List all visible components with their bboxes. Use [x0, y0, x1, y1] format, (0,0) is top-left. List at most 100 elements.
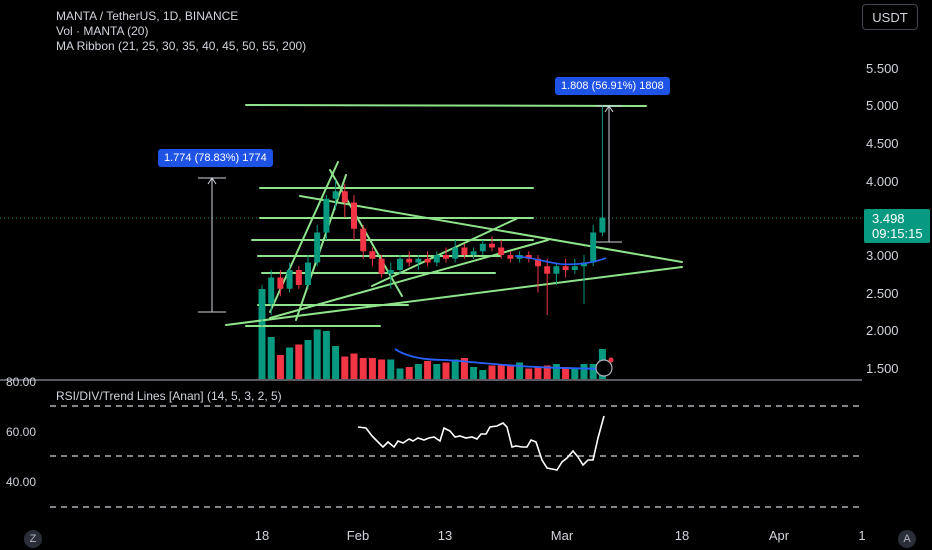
price-tick: 3.000 — [866, 248, 899, 263]
date-tick: 1 — [858, 528, 866, 543]
volume-bar — [479, 370, 487, 379]
price-tick: 5.000 — [866, 98, 899, 113]
volume-bar — [258, 289, 266, 379]
candle-body — [415, 258, 422, 263]
date-tick: 13 — [437, 528, 453, 543]
volume-bar — [405, 367, 413, 379]
candle-body — [553, 266, 560, 274]
date-tick: Mar — [550, 528, 574, 543]
volume-bar — [470, 367, 478, 379]
volume-bar — [396, 368, 404, 379]
volume-bar — [350, 353, 358, 379]
price-tick: 4.500 — [866, 136, 899, 151]
current-price-value: 3.498 — [872, 211, 905, 226]
date-tick: 18 — [254, 528, 270, 543]
candle-body — [323, 198, 330, 233]
volume-bar — [488, 365, 496, 379]
date-tick: 18 — [674, 528, 690, 543]
trendline — [299, 195, 683, 263]
volume-bar — [543, 365, 551, 379]
volume-bar — [451, 359, 459, 379]
candle-body — [433, 255, 440, 263]
candle-body — [378, 258, 385, 274]
volume-bar — [304, 340, 312, 379]
volume-bar — [460, 358, 468, 379]
price-tick: 1.500 — [866, 361, 899, 376]
candle-body — [259, 303, 265, 312]
volume-ma-line — [394, 348, 601, 370]
current-price-badge: 3.498 09:15:15 — [864, 209, 930, 243]
candle-body — [360, 228, 367, 252]
ma-ribbon-line — [514, 255, 607, 266]
candle-body — [571, 266, 578, 270]
candle-body — [295, 270, 302, 285]
rsi-line — [357, 415, 605, 471]
candle-body — [397, 258, 403, 270]
volume-bar — [525, 368, 533, 379]
symbol-legend[interactable]: MANTA / TetherUS, 1D, BINANCE — [56, 9, 239, 23]
measure-label-2[interactable]: 1.808 (56.91%) 1808 — [555, 77, 670, 95]
candle-body — [498, 247, 505, 255]
volume-bar — [562, 367, 570, 379]
candle-body — [470, 251, 477, 255]
candle-body — [277, 277, 284, 289]
volume-bar — [580, 364, 588, 379]
ma-ribbon-legend[interactable]: MA Ribbon (21, 25, 30, 35, 40, 45, 50, 5… — [56, 39, 307, 53]
volume-bar — [313, 329, 321, 379]
candle-body — [599, 217, 606, 233]
currency-unit-button[interactable]: USDT — [862, 4, 918, 30]
measure-label-1[interactable]: 1.774 (78.83%) 1774 — [158, 149, 273, 167]
candle-body — [332, 191, 339, 199]
zoom-reset-button[interactable]: Z — [24, 530, 42, 548]
volume-bar — [571, 368, 579, 379]
auto-scale-button[interactable]: A — [898, 530, 916, 548]
flash-icon[interactable] — [595, 359, 613, 377]
price-tick: 2.000 — [866, 323, 899, 338]
volume-bar — [368, 358, 376, 379]
candle-body — [479, 243, 486, 252]
candle-body — [581, 262, 587, 267]
candle-body — [489, 243, 495, 248]
bar-countdown: 09:15:15 — [872, 226, 923, 241]
volume-bar — [589, 364, 597, 379]
volume-bar — [433, 364, 441, 379]
measure-tool-2[interactable] — [596, 105, 622, 243]
volume-bar — [497, 364, 505, 379]
candle-body — [424, 258, 431, 263]
candle-body — [461, 247, 468, 255]
volume-bar — [341, 356, 349, 379]
rsi-tick: 60.00 — [6, 425, 37, 439]
candle-body — [562, 266, 569, 270]
date-tick: Apr — [768, 528, 790, 543]
rsi-tick: 40.00 — [6, 475, 37, 489]
trendlines[interactable] — [225, 104, 683, 327]
candle-body — [268, 277, 275, 304]
candle-body — [387, 270, 394, 274]
price-tick: 4.000 — [866, 174, 899, 189]
candle-body — [590, 232, 597, 263]
candles — [259, 105, 607, 327]
volume-bar — [516, 362, 524, 379]
candle-body — [286, 270, 293, 289]
volume-bar — [442, 362, 450, 379]
volume-bar — [322, 331, 330, 379]
volume-bar — [276, 355, 284, 379]
trendline — [295, 174, 347, 321]
candle-body — [535, 258, 541, 267]
candle-body — [406, 258, 413, 263]
rsi-legend[interactable]: RSI/DIV/Trend Lines [Anan] (14, 5, 3, 2,… — [56, 389, 282, 403]
volume-bar — [295, 344, 303, 379]
alert-dot — [608, 357, 614, 363]
trendline — [225, 266, 683, 326]
candle-body — [369, 251, 376, 259]
price-tick: 5.500 — [866, 61, 899, 76]
candle-body — [507, 255, 514, 259]
volume-bars — [258, 289, 606, 379]
measure-tool-1[interactable] — [198, 177, 226, 313]
candle-body — [305, 262, 311, 285]
volume-legend[interactable]: Vol · MANTA (20) — [56, 24, 149, 38]
volume-bar — [378, 359, 386, 379]
candle-body — [443, 255, 449, 259]
volume-bar — [424, 361, 432, 379]
